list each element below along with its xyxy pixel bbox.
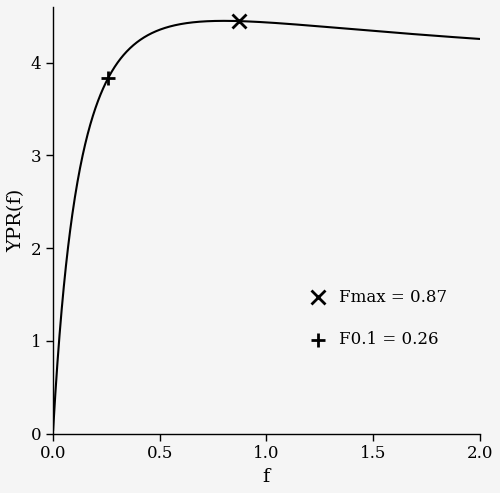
Y-axis label: YPR(f): YPR(f) xyxy=(7,189,25,252)
Text: Fmax = 0.87: Fmax = 0.87 xyxy=(339,288,447,306)
X-axis label: f: f xyxy=(262,468,270,486)
Text: F0.1 = 0.26: F0.1 = 0.26 xyxy=(339,331,438,349)
